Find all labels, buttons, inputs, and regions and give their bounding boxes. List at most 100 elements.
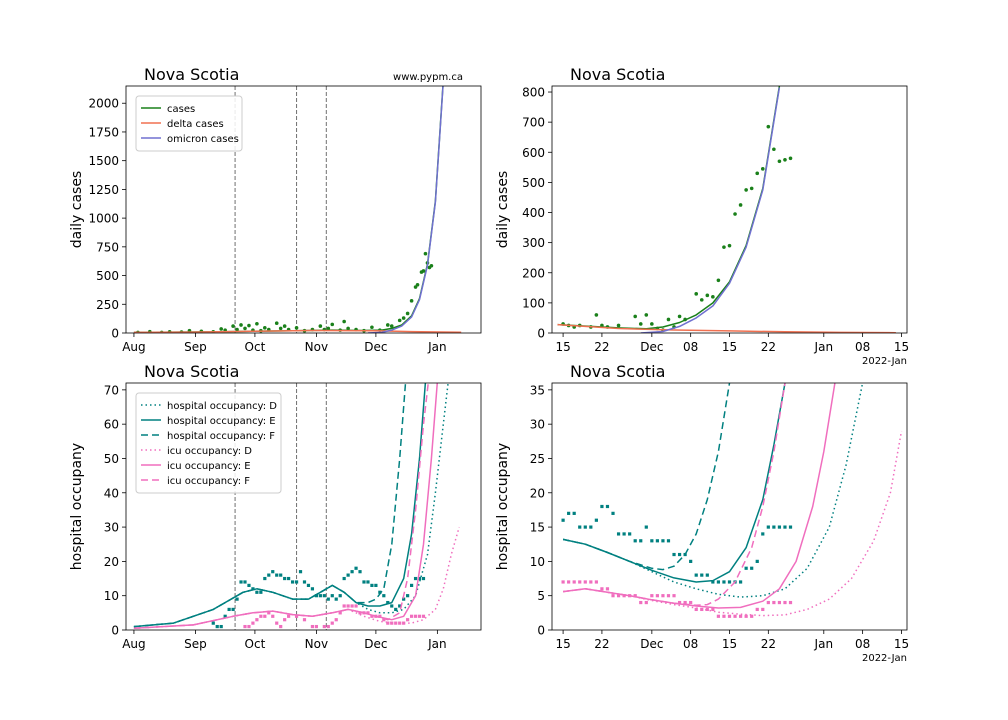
data-point-dot2-28 (716, 614, 721, 618)
data-point-dot2-28 (370, 614, 374, 618)
data-point-dot-30 (330, 594, 334, 598)
data-point-dot-11 (255, 590, 259, 594)
y-tick-label-3: 300 (522, 236, 545, 250)
plot-area (557, 86, 896, 333)
data-point-dot-31 (334, 597, 338, 601)
data-point-dot-27 (711, 580, 715, 584)
data-point-dot2-32 (386, 621, 390, 625)
data-point-dot-15 (271, 570, 275, 574)
data-point-dot-25 (727, 243, 732, 248)
data-point-dot-27 (318, 594, 322, 598)
data-point-dot2-10 (283, 618, 287, 622)
series-line-1 (133, 329, 462, 333)
x-tick-label-6: Jan (814, 637, 834, 651)
data-point-dot-36 (370, 325, 374, 330)
series-line-3 (133, 526, 460, 630)
x-tick-label-0: Aug (122, 340, 145, 354)
data-point-dot-14 (267, 573, 271, 577)
data-point-dot2-22 (346, 604, 350, 608)
legend: hospital occupancy: D hospital occupancy:… (135, 392, 282, 494)
legend-label-3: icu occupancy: D (167, 446, 252, 457)
data-point-dot2-11 (622, 594, 626, 598)
y-tick-label-0: 0 (111, 327, 119, 341)
data-point-dot2-40 (417, 614, 422, 618)
data-point-dot-29 (722, 580, 726, 584)
data-point-dot-8 (605, 504, 610, 509)
data-point-dot2-31 (733, 614, 737, 618)
legend-label-2: hospital occupancy: F (167, 431, 275, 442)
y-axis-label: hospital occupany (495, 443, 511, 570)
series-line-0 (562, 383, 864, 598)
data-point-dot-44 (386, 600, 390, 605)
data-point-dot-32 (766, 124, 771, 129)
data-point-dot-35 (783, 157, 787, 162)
data-point-dot2-30 (378, 614, 382, 618)
data-point-dot2-14 (639, 600, 643, 605)
y-tick-label-1: 250 (96, 298, 119, 312)
data-point-dot-19 (287, 576, 291, 581)
data-point-dot-51 (429, 263, 434, 268)
data-point-dot-9 (247, 583, 251, 588)
data-point-dot2-14 (310, 624, 315, 629)
data-point-dot2-4 (583, 580, 587, 584)
data-point-dot-13 (633, 539, 637, 543)
legend: cases delta cases omicron cases (135, 95, 243, 152)
series-line-0 (133, 383, 449, 628)
data-point-dot-30 (330, 322, 335, 327)
data-point-dot-27 (318, 324, 323, 328)
data-point-dot-13 (243, 326, 247, 331)
data-point-dot-1 (215, 624, 219, 629)
data-point-dot-24 (306, 583, 311, 588)
data-point-dot2-21 (342, 604, 346, 608)
data-point-dot2-18 (661, 594, 665, 598)
x-tick-label-2: Oct (245, 637, 266, 651)
data-point-dot2-1 (247, 624, 251, 629)
data-point-dot2-13 (302, 618, 307, 622)
data-point-dot2-5 (263, 614, 267, 618)
data-point-dot-39 (366, 580, 370, 584)
data-point-dot2-33 (390, 621, 394, 625)
data-point-dot2-24 (694, 607, 698, 612)
y-tick-label-5: 50 (104, 452, 119, 466)
y-tick-label-6: 30 (530, 418, 545, 432)
chart-title: Nova Scotia (570, 65, 665, 84)
y-tick-label-3: 750 (96, 240, 119, 254)
x-tick-label-3: Nov (305, 637, 328, 651)
x-tick-label-4: 15 (722, 637, 737, 651)
data-point-dot-28 (322, 594, 326, 598)
data-point-dot-14 (639, 539, 643, 543)
data-point-dot2-6 (594, 580, 598, 584)
data-point-dot-6 (594, 518, 598, 522)
data-point-dot-32 (342, 319, 346, 324)
x-tick-label-2: Dec (640, 637, 663, 651)
y-tick-label-1: 10 (104, 589, 119, 603)
data-point-dot2-38 (409, 614, 414, 618)
data-point-dot-8 (219, 327, 223, 331)
data-point-dot2-32 (738, 614, 743, 618)
data-point-dot-25 (310, 587, 315, 591)
data-point-dot-16 (650, 539, 654, 543)
data-point-dot-35 (350, 570, 354, 574)
data-point-dot2-0 (561, 580, 565, 584)
data-point-dot2-31 (382, 618, 386, 622)
data-point-dot-38 (385, 323, 390, 327)
data-point-dot-24 (694, 573, 698, 577)
x-tick-label-5: Jan (427, 340, 447, 354)
data-point-dot-53 (421, 576, 426, 581)
x-tick-label-8: 15 (894, 340, 909, 354)
data-point-dot2-3 (578, 580, 582, 584)
data-point-dot-40 (783, 525, 787, 529)
data-point-dot2-17 (655, 594, 659, 598)
x-tick-label-7: 08 (855, 340, 870, 354)
data-point-dot-19 (694, 292, 699, 296)
data-point-dot-43 (409, 299, 414, 303)
data-point-dot-49 (406, 594, 410, 598)
data-point-dot2-37 (766, 600, 770, 605)
x-tick-label-5: 22 (761, 340, 776, 354)
data-point-dot2-39 (777, 600, 782, 605)
x-tick-label-1: Sep (184, 637, 207, 651)
data-point-dot-12 (259, 590, 263, 594)
data-point-dot-12 (239, 323, 243, 327)
data-point-dot-11 (644, 313, 649, 317)
x-tick-label-3: 08 (683, 340, 698, 354)
